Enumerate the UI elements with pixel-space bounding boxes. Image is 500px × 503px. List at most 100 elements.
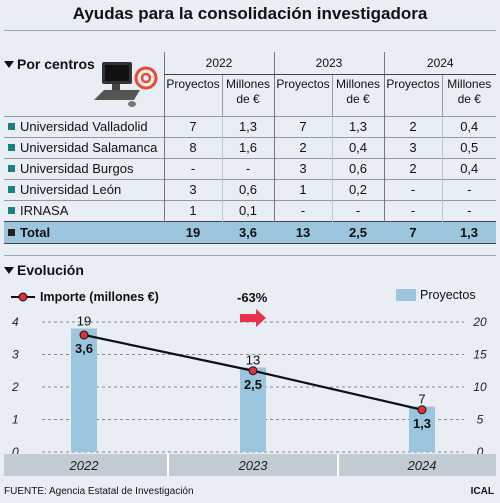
table-cell: 2 <box>273 136 332 158</box>
square-bullet-icon <box>8 144 15 151</box>
bar-data-label: 19 <box>77 314 91 329</box>
y-tick-label-left: 2 <box>11 380 19 394</box>
section-divider <box>4 255 496 256</box>
y-tick-label-left: 0 <box>12 445 19 459</box>
table-cell: 13 <box>274 220 332 244</box>
column-header-text: Millones <box>447 76 492 91</box>
legend-item-importe: Importe (millones €) <box>10 290 159 304</box>
line-point <box>79 330 89 340</box>
row-name: Universidad Valladolid <box>20 119 148 134</box>
table-cell: 7 <box>163 115 222 137</box>
column-header-text: de € <box>346 91 370 106</box>
triangle-icon <box>4 60 14 68</box>
line-data-label: 1,3 <box>413 416 431 431</box>
y-tick-label-right: 15 <box>473 348 487 362</box>
table-cell: 3 <box>273 157 332 179</box>
line-marker-icon <box>11 292 35 302</box>
column-header-proyectos: Proyectos <box>163 74 222 116</box>
y-tick-label-left: 3 <box>12 348 19 362</box>
table-cell: 2 <box>383 157 442 179</box>
square-bullet-icon <box>8 186 15 193</box>
page-title: Ayudas para la consolidación investigado… <box>72 4 428 23</box>
year-header: 2022 <box>163 52 274 75</box>
y-tick-label-left: 4 <box>12 315 19 329</box>
section-title: Evolución <box>17 262 84 278</box>
table-row: Universidad Salamanca 8 1,6 2 0,4 3 0,5 <box>4 136 496 158</box>
column-header-proyectos: Proyectos <box>273 74 332 116</box>
data-table: 2022 2023 2024 Proyectos Millones de € Pr… <box>4 52 496 244</box>
change-label: -63% <box>237 290 268 305</box>
table-cell: 1,3 <box>442 220 496 244</box>
chart-line: 3,6 2,5 1,3 <box>75 330 431 431</box>
table-cell: - <box>441 178 496 200</box>
square-bullet-icon <box>8 228 15 236</box>
table-cell: 0,6 <box>221 178 274 200</box>
table-cell: 1,3 <box>331 115 384 137</box>
table-cell: - <box>331 199 384 221</box>
year-header: 2023 <box>273 52 384 75</box>
square-bullet-icon <box>8 207 15 214</box>
y-tick-label-right: 0 <box>477 445 484 459</box>
year-header: 2024 <box>383 52 496 75</box>
section-header-centros: Por centros <box>4 56 95 72</box>
table-cell: 8 <box>163 136 222 158</box>
x-tick-label: 2022 <box>69 458 100 473</box>
table-cell: 0,4 <box>331 136 384 158</box>
bar <box>71 328 97 452</box>
row-label: IRNASA <box>4 199 164 221</box>
table-cell: 1 <box>163 199 222 221</box>
square-bullet-icon <box>8 123 15 130</box>
x-axis-band <box>4 454 496 476</box>
trend-arrow-icon <box>240 309 266 327</box>
table-row: Universidad Burgos - - 3 0,6 2 0,4 <box>4 157 496 179</box>
line-point <box>248 366 258 376</box>
column-header-text: de € <box>457 91 481 106</box>
table-cell: 1 <box>273 178 332 200</box>
triangle-icon <box>4 266 14 274</box>
table-cell: 2,5 <box>332 220 384 244</box>
table-cell: 1,3 <box>221 115 274 137</box>
table-cell: - <box>383 178 442 200</box>
table-cell: 2 <box>383 115 442 137</box>
column-header-millones: Millones de € <box>221 74 274 116</box>
row-name: Universidad León <box>20 182 122 197</box>
x-tick-label: 2023 <box>238 458 269 473</box>
row-name: IRNASA <box>20 203 69 218</box>
section-title: Por centros <box>17 56 95 72</box>
legend-swatch <box>396 289 416 301</box>
table-cell: 0,5 <box>441 136 496 158</box>
table-cell: 0,4 <box>441 115 496 137</box>
table-cell: - <box>441 199 496 221</box>
y-tick-label-left: 1 <box>12 413 19 427</box>
row-name: Universidad Salamanca <box>20 140 158 155</box>
chart-ticks: 0 1 2 3 4 0 5 10 15 20 2022 2023 2024 <box>4 315 496 476</box>
table-cell: 3 <box>383 136 442 158</box>
legend-item-proyectos: Proyectos <box>396 288 476 302</box>
line-data-label: 3,6 <box>75 341 93 356</box>
bar <box>240 367 266 452</box>
brand-label: ICAL <box>470 486 494 497</box>
table-cell: 7 <box>384 220 442 244</box>
table-cell: - <box>383 199 442 221</box>
column-header-millones: Millones de € <box>441 74 496 116</box>
table-cell: 3 <box>163 178 222 200</box>
y-tick-label-right: 5 <box>477 413 484 427</box>
table-row: Universidad León 3 0,6 1 0,2 - - <box>4 178 496 200</box>
table-cell: - <box>163 157 222 179</box>
column-header-millones: Millones de € <box>331 74 384 116</box>
line-point <box>417 405 427 415</box>
source-note: FUENTE: Agencia Estatal de Investigación <box>4 486 194 497</box>
table-row: IRNASA 1 0,1 - - - - <box>4 199 496 221</box>
bar-data-label: 7 <box>418 392 425 407</box>
table-row: Universidad Valladolid 7 1,3 7 1,3 2 0,4 <box>4 115 496 137</box>
row-name: Universidad Burgos <box>20 161 134 176</box>
bar-data-label: 13 <box>246 353 260 368</box>
title-divider <box>4 30 496 31</box>
table-cell: 0,2 <box>331 178 384 200</box>
table-cell: 0,6 <box>331 157 384 179</box>
table-cell: 0,1 <box>221 199 274 221</box>
y-tick-label-right: 10 <box>473 380 487 394</box>
x-tick-label: 2024 <box>407 458 437 473</box>
table-cell: 1,6 <box>221 136 274 158</box>
legend-label: Importe (millones €) <box>40 290 159 304</box>
